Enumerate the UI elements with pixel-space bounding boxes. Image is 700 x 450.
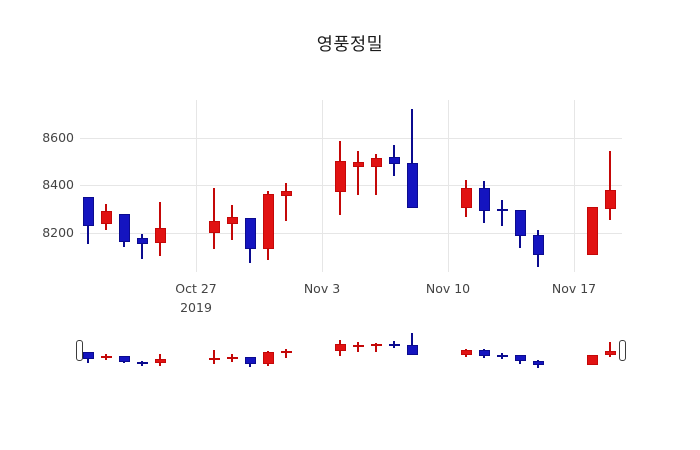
candle-wick [213, 187, 215, 250]
candle-body[interactable] [587, 206, 598, 255]
nav-candle-body [263, 351, 274, 364]
rangeslider-handle-right[interactable] [619, 340, 626, 361]
candle-body[interactable] [515, 210, 526, 237]
nav-candle-body [479, 350, 490, 356]
candle-body[interactable] [101, 211, 112, 225]
x-tick-label: Nov 17 [551, 281, 597, 296]
y-gridline [80, 233, 622, 234]
nav-candle-body [353, 344, 364, 347]
nav-candle-body [461, 350, 472, 355]
y-gridline [80, 185, 622, 186]
nav-candle-body [371, 343, 382, 346]
x-tick-label: Nov 10 [425, 281, 471, 296]
nav-candle-wick [213, 350, 215, 364]
nav-candle-body [245, 357, 256, 364]
x-tick-label: Nov 3 [303, 281, 341, 296]
candle-body[interactable] [137, 238, 148, 245]
candle-body[interactable] [479, 187, 490, 212]
nav-candle-body [209, 357, 220, 361]
x-gridline [448, 100, 449, 272]
x-gridline [574, 100, 575, 272]
candle-body[interactable] [497, 209, 508, 212]
candle-body[interactable] [461, 187, 472, 208]
y-tick-label: 8400 [42, 177, 74, 193]
candle-wick [141, 233, 143, 259]
x-tick-label: Oct 27 2019 [151, 279, 241, 317]
nav-candle-body [281, 351, 292, 354]
candle-body[interactable] [407, 162, 418, 208]
candle-body[interactable] [209, 220, 220, 233]
candle-body[interactable] [371, 158, 382, 167]
nav-candle-body [389, 343, 400, 346]
y-tick-label: 8200 [42, 224, 74, 240]
candle-wick [375, 153, 377, 195]
nav-candle-wick [285, 349, 287, 358]
candle-body[interactable] [605, 190, 616, 209]
nav-candle-body [515, 355, 526, 362]
nav-candle-wick [411, 332, 413, 355]
candle-wick [357, 151, 359, 195]
nav-candle-body [587, 354, 598, 366]
candle-body[interactable] [227, 217, 238, 225]
x-tick-sublabel: 2019 [180, 300, 212, 315]
nav-candle-body [533, 360, 544, 366]
nav-candle-body [227, 356, 238, 359]
candle-body[interactable] [335, 160, 346, 193]
x-gridline [322, 100, 323, 272]
candle-body[interactable] [353, 161, 364, 167]
nav-candle-wick [609, 342, 611, 358]
candle-body[interactable] [245, 218, 256, 250]
nav-candle-body [137, 361, 148, 364]
candle-wick [285, 183, 287, 221]
candle-wick [501, 199, 503, 226]
candle-wick [411, 108, 413, 208]
candle-body[interactable] [119, 213, 130, 243]
nav-candle-wick [375, 342, 377, 352]
nav-candle-body [101, 355, 112, 359]
y-tick-label: 8600 [42, 130, 74, 146]
rangeslider-handle-left[interactable] [76, 340, 83, 361]
nav-candle-body [335, 344, 346, 352]
y-gridline [80, 138, 622, 139]
nav-candle-body [155, 359, 166, 363]
nav-candle-body [605, 350, 616, 356]
candle-body[interactable] [263, 193, 274, 250]
nav-candle-body [497, 355, 508, 358]
candle-wick [609, 151, 611, 220]
nav-candle-wick [357, 342, 359, 352]
candle-body[interactable] [389, 157, 400, 165]
nav-candle-body [119, 356, 130, 363]
candle-body[interactable] [83, 197, 94, 226]
candle-body[interactable] [155, 227, 166, 244]
x-gridline [196, 100, 197, 272]
candle-body[interactable] [533, 234, 544, 255]
chart-title: 영풍정밀 [316, 35, 384, 55]
nav-candle-body [83, 352, 94, 359]
nav-candle-body [407, 344, 418, 355]
candle-body[interactable] [281, 191, 292, 197]
